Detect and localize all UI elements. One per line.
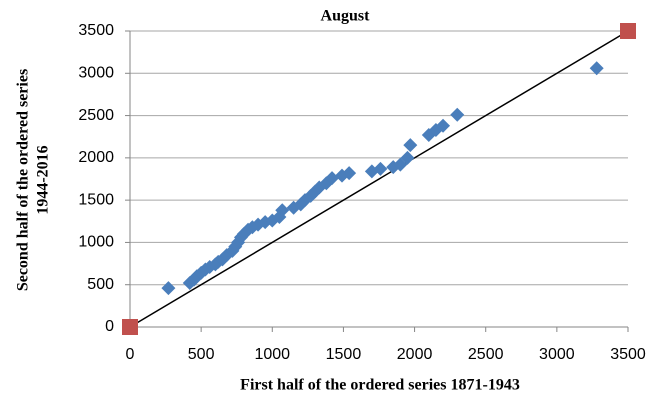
chart-title: August [321,8,371,25]
data-point [428,122,443,137]
y-tick-label: 3500 [78,22,114,39]
data-point [122,319,138,335]
data-point [589,61,604,76]
x-axis-label: First half of the ordered series 1871-19… [240,377,520,394]
data-point [325,171,340,186]
data-point [161,281,176,296]
y-tick-label: 0 [105,318,114,335]
data-point [275,203,290,218]
x-tick-label: 0 [126,346,135,363]
data-point [373,161,388,176]
x-tick-label: 3500 [610,346,646,363]
y-tick-label: 3000 [78,65,114,82]
y-tick-label: 500 [87,276,114,293]
reference-line [129,30,629,328]
x-tick-label: 2500 [468,346,504,363]
y-tick-label: 1000 [78,234,114,251]
x-tick-label: 3000 [539,346,575,363]
data-point [620,23,636,39]
x-tick-label: 1000 [254,346,290,363]
y-tick-label: 2500 [78,107,114,124]
y-axis-label: 1944-2016 [35,145,52,214]
data-point [450,107,465,122]
y-axis-label: Second half of the ordered series [15,69,32,291]
data-point [342,166,357,181]
x-tick-label: 1500 [326,346,362,363]
data-point [400,150,415,165]
data-point [436,118,451,133]
data-point [245,220,260,235]
x-tick-label: 2000 [397,346,433,363]
y-tick-label: 2000 [78,149,114,166]
data-point [215,252,230,267]
y-tick-label: 1500 [78,191,114,208]
data-point [403,138,418,153]
x-tick-label: 500 [188,346,215,363]
